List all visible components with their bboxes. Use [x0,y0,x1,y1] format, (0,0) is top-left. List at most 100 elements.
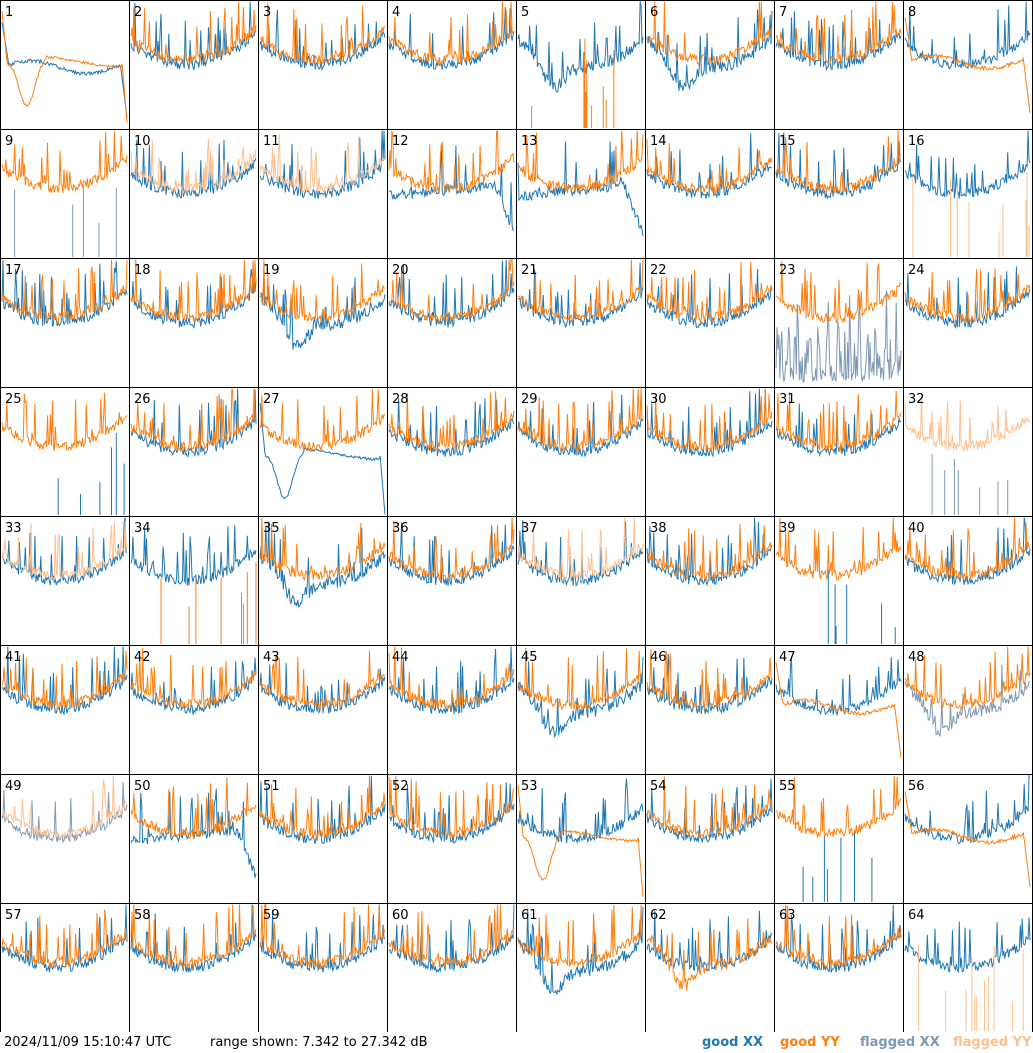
series-yy [388,259,515,323]
panel-60: 60 [387,903,517,1032]
series-yy [517,647,644,712]
series-yy [775,517,902,581]
series-yy [531,38,615,128]
panel-1: 1 [0,0,130,130]
panel-frame [903,387,1033,517]
series-xx [259,275,386,350]
series-xx [517,1,644,93]
panel-label: 25 [5,392,22,407]
panel-frame [774,903,904,1032]
panel-19: 19 [258,258,388,388]
panel-14: 14 [645,129,775,259]
panel-51: 51 [258,774,388,904]
series-xx [259,904,386,973]
panel-frame [645,0,775,130]
panel-25: 25 [0,387,130,517]
series-yy [904,791,1031,887]
panel-label: 2 [134,5,142,20]
panel-label: 28 [392,392,409,407]
panel-36: 36 [387,516,517,646]
series-yy [517,785,644,897]
panel-44: 44 [387,645,517,775]
panel-10: 10 [129,129,259,259]
panel-label: 39 [779,521,796,536]
panel-39: 39 [774,516,904,646]
panel-59: 59 [258,903,388,1032]
panel-label: 21 [521,263,538,278]
panel-label: 64 [908,908,925,923]
legend-good-yy: good YY [780,1035,840,1050]
panel-frame [516,258,646,388]
panel-label: 49 [5,779,22,794]
panel-label: 22 [650,263,667,278]
panel-63: 63 [774,903,904,1032]
panel-48: 48 [903,645,1033,775]
series-yy [259,775,386,840]
panel-frame [645,129,775,259]
panel-31: 31 [774,387,904,517]
panel-34: 34 [129,516,259,646]
panel-37: 37 [516,516,646,646]
series-xx [389,782,515,844]
series-yy [1,521,128,582]
series-xx [14,184,117,257]
panel-43: 43 [258,645,388,775]
panel-13: 13 [516,129,646,259]
panel-label: 61 [521,908,538,923]
series-yy [775,260,902,324]
series-yy [259,388,386,452]
series-xx [517,394,644,458]
series-xx [388,646,515,715]
series-xx [775,290,902,383]
series-xx [259,9,386,72]
panel-58: 58 [129,903,259,1032]
panel-label: 29 [521,392,538,407]
panel-label: 35 [263,521,280,536]
panel-49: 49 [0,774,130,904]
series-xx [904,130,1031,199]
series-yy [517,388,644,452]
series-yy [388,129,515,194]
panel-frame [258,516,388,646]
panel-frame [258,903,388,1032]
series-xx [931,453,1009,515]
series-yy [646,918,773,991]
series-xx [388,145,515,231]
panel-26: 26 [129,387,259,517]
panel-label: 48 [908,650,925,665]
legend-flagged-yy: flagged YY [953,1035,1032,1050]
series-xx [517,141,644,236]
series-xx [646,133,773,199]
panel-30: 30 [645,387,775,517]
panel-52: 52 [387,774,517,904]
series-yy [646,1,773,66]
panel-7: 7 [774,0,904,130]
series-xx [517,656,644,739]
series-xx [904,1,1031,70]
panel-label: 13 [521,134,538,149]
series-xx [904,664,1031,737]
panel-53: 53 [516,774,646,904]
panel-frame [0,516,130,646]
panel-label: 26 [134,392,151,407]
series-yy [130,904,257,970]
panel-56: 56 [903,774,1033,904]
series-xx [57,433,125,515]
series-yy [646,776,773,840]
series-yy [130,139,257,195]
series-yy [388,517,515,582]
series-yy [1,130,128,194]
panel-label: 52 [392,779,409,794]
panel-frame [903,903,1033,1032]
panel-label: 11 [263,134,280,149]
panel-61: 61 [516,903,646,1032]
panel-label: 12 [392,134,409,149]
panel-label: 17 [5,263,22,278]
series-yy [646,261,773,325]
series-yy [259,650,385,711]
panel-32: 32 [903,387,1033,517]
panel-20: 20 [387,258,517,388]
series-yy [775,1,902,65]
panel-label: 18 [134,263,151,278]
